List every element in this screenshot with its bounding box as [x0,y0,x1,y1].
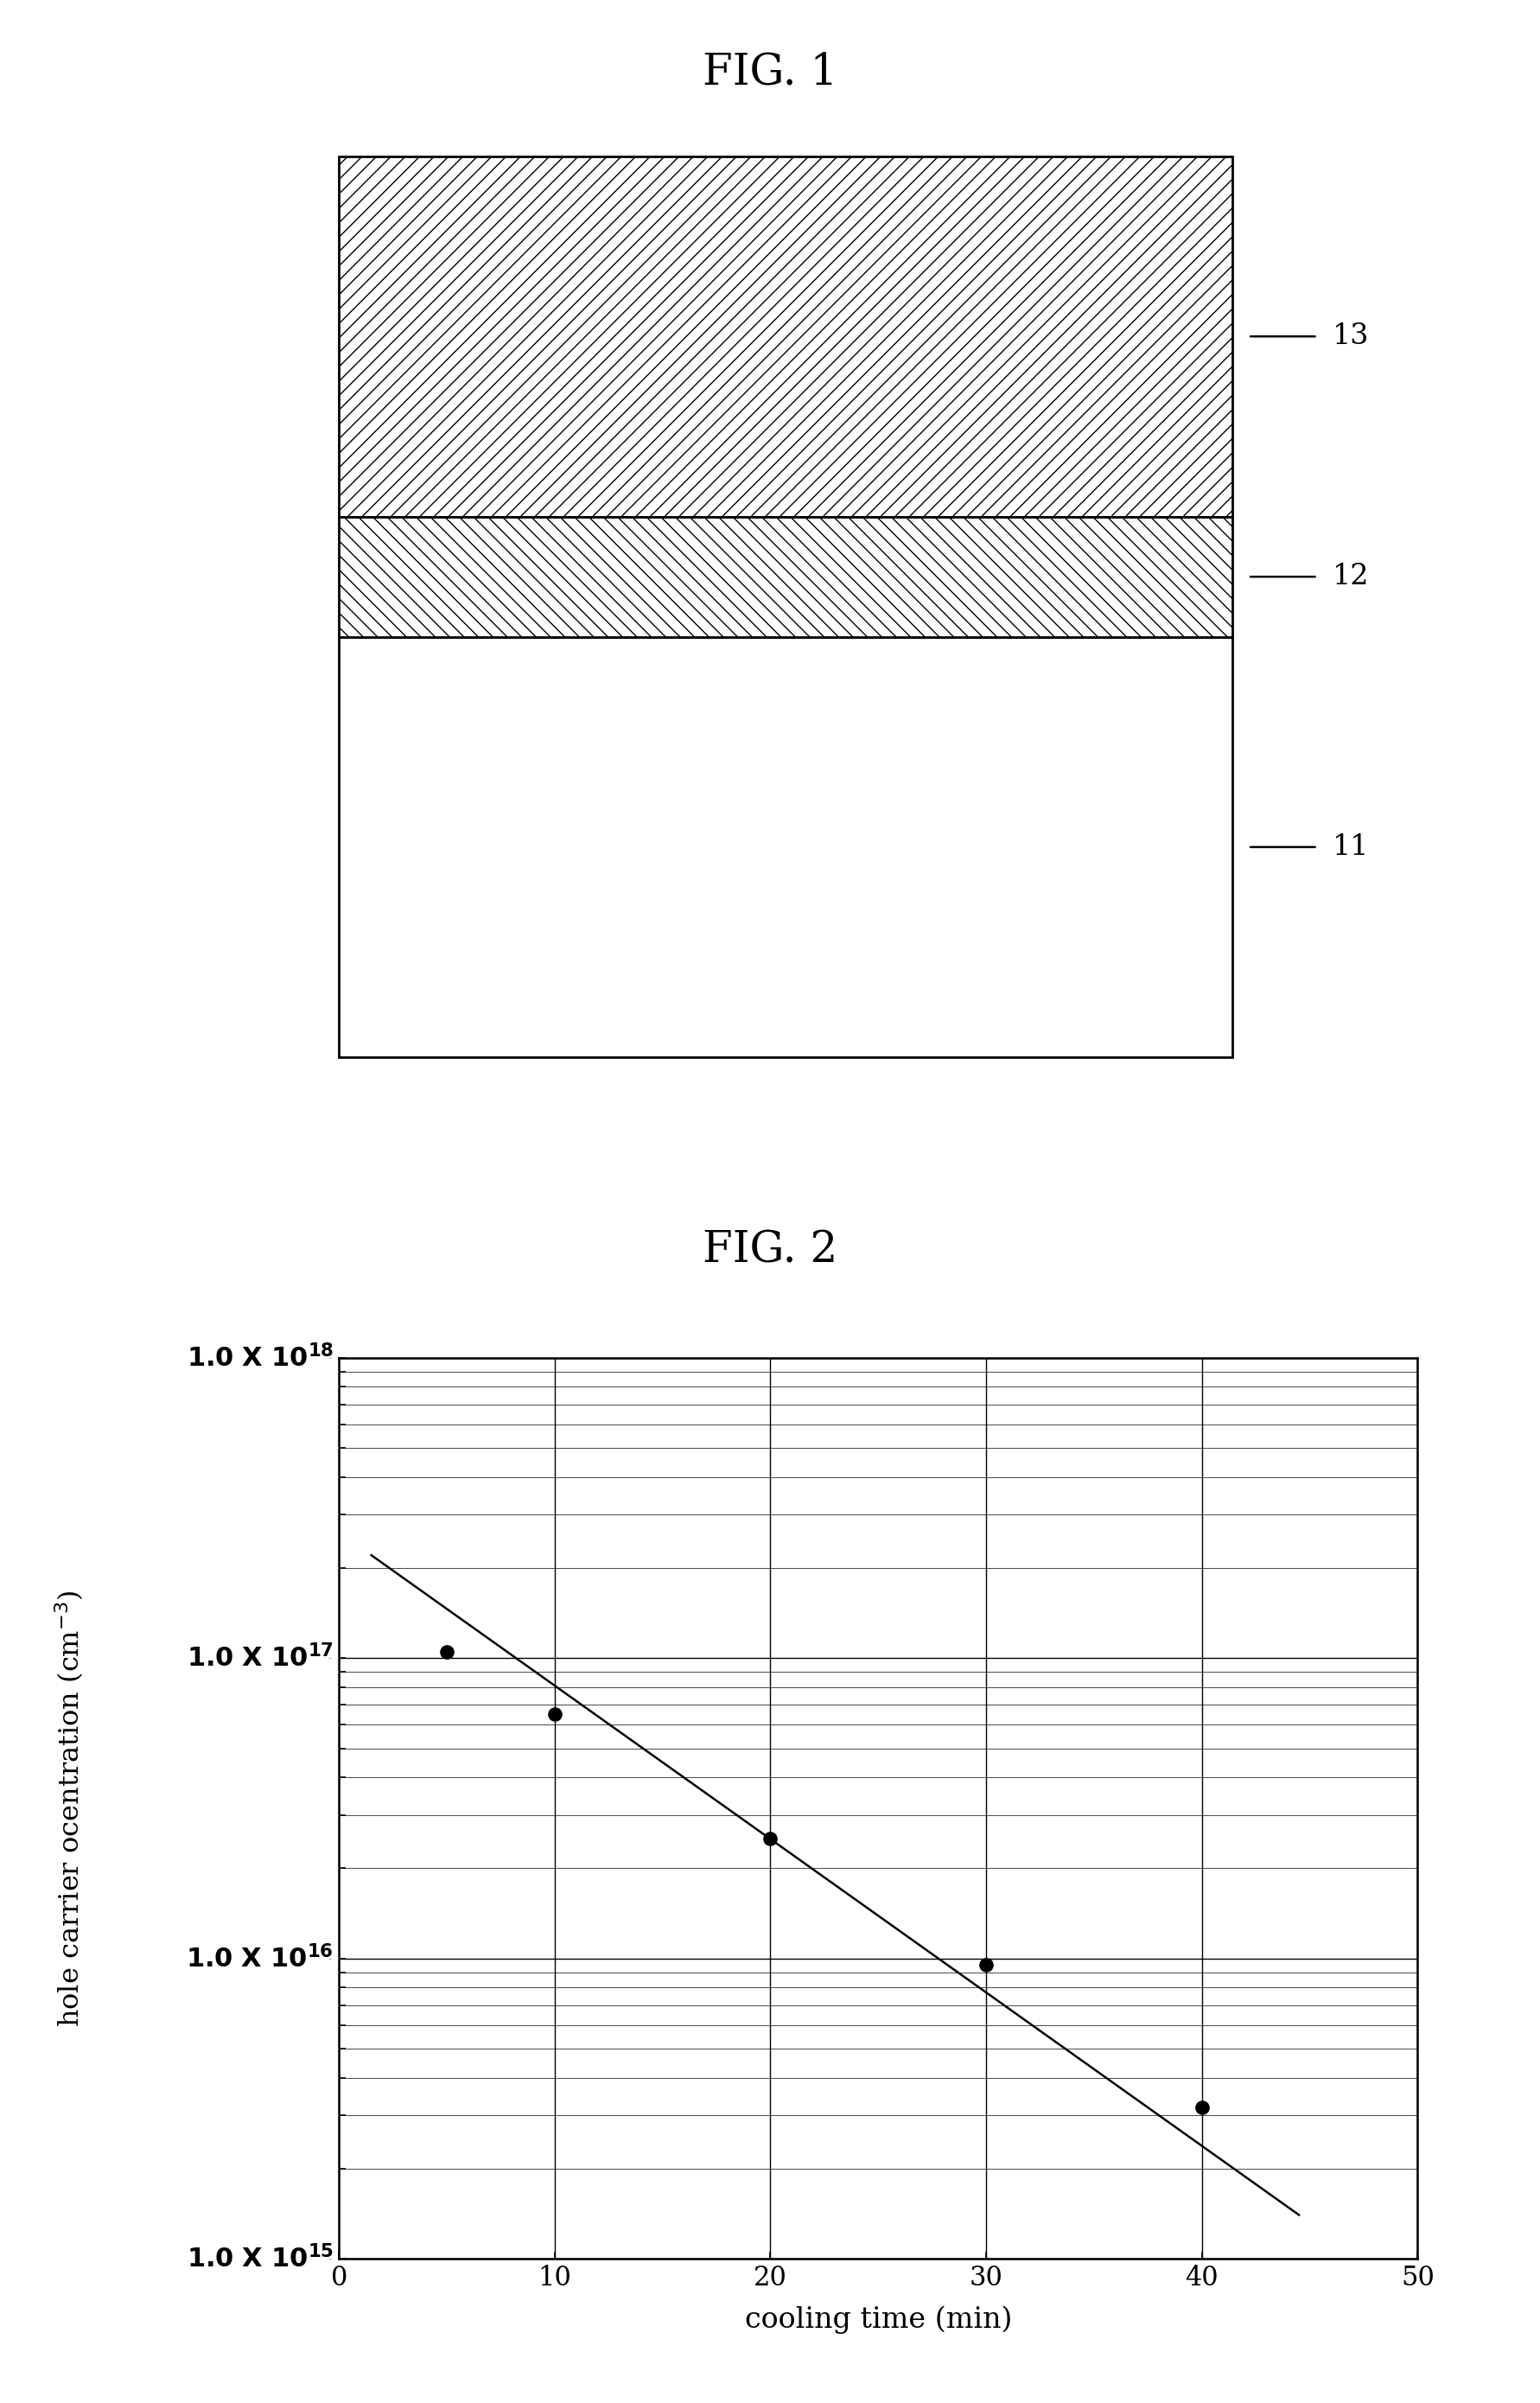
Bar [339,156,1232,517]
Text: $\mathbf{1.0\ X\ 10^{15}}$: $\mathbf{1.0\ X\ 10^{15}}$ [186,2244,333,2273]
Point [434,1632,459,1670]
Point [542,1694,567,1733]
X-axis label: cooling time (min): cooling time (min) [744,2307,1012,2333]
Point [758,1819,782,1858]
Bar [339,517,1232,637]
Text: $\mathbf{1.0\ X\ 10^{18}}$: $\mathbf{1.0\ X\ 10^{18}}$ [186,1343,333,1372]
Text: FIG. 2: FIG. 2 [702,1228,838,1271]
Point [1189,2088,1214,2127]
Text: hole carrier ocentration (cm$^{-3}$): hole carrier ocentration (cm$^{-3}$) [52,1591,86,2026]
Text: $\mathbf{1.0\ X\ 10^{17}}$: $\mathbf{1.0\ X\ 10^{17}}$ [186,1644,333,1672]
Bar [339,637,1232,1057]
Point [973,1946,998,1985]
Text: 12: 12 [1332,562,1369,591]
Text: 11: 11 [1332,834,1369,860]
Text: 13: 13 [1332,322,1369,351]
Text: FIG. 1: FIG. 1 [702,50,838,94]
Text: $\mathbf{1.0\ X\ 10^{16}}$: $\mathbf{1.0\ X\ 10^{16}}$ [186,1944,333,1973]
